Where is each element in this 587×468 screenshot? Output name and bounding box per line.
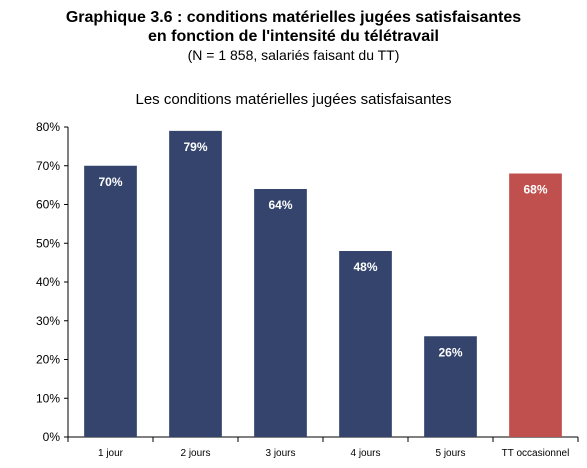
x-category-label: 1 jour xyxy=(98,448,124,459)
x-category-label: TT occasionnel xyxy=(502,448,570,459)
y-tick-label: 40% xyxy=(36,275,60,289)
x-axis: 1 jour 2 jours 3 jours 4 jours 5 jours TT occ… xyxy=(67,436,579,459)
bar-value-label: 70% xyxy=(98,175,122,189)
y-tick-label: 10% xyxy=(36,391,60,405)
x-category-label: 3 jours xyxy=(265,448,295,459)
x-category-label: 2 jours xyxy=(180,448,210,459)
bar xyxy=(84,165,137,437)
bar-value-label: 48% xyxy=(353,260,377,274)
y-tick-label: 70% xyxy=(36,159,60,173)
y-tick-label: 50% xyxy=(36,236,60,250)
bar-value-label: 64% xyxy=(268,198,292,212)
y-tick-label: 0% xyxy=(43,430,61,444)
bar xyxy=(254,189,307,437)
y-tick-label: 30% xyxy=(36,314,60,328)
bar xyxy=(169,130,222,437)
chart-title-line1: Graphique 3.6 : conditions matérielles j… xyxy=(65,9,522,26)
y-tick-label: 80% xyxy=(36,120,60,134)
x-category-label: 5 jours xyxy=(435,448,465,459)
bar xyxy=(509,173,562,437)
chart-sample-note: (N = 1 858, salariés faisant du TT) xyxy=(187,47,400,63)
bars: 70% 79% 64% 48% 26% 68% xyxy=(84,130,562,437)
y-tick-label: 20% xyxy=(36,353,60,367)
bar-value-label: 79% xyxy=(183,140,207,154)
bar-value-label: 68% xyxy=(523,183,547,197)
x-category-label: 4 jours xyxy=(350,448,380,459)
bar xyxy=(424,336,477,437)
y-axis: 0% 10% 20% 30% 40% 50% 60% 70% 80% xyxy=(36,120,69,444)
bar-value-label: 26% xyxy=(438,345,462,359)
chart-subtitle: Les conditions matérielles jugées satisf… xyxy=(135,91,452,108)
y-tick-label: 60% xyxy=(36,198,60,212)
bar xyxy=(339,251,392,437)
chart-title-line2: en fonction de l'intensité du télétravai… xyxy=(148,28,439,45)
chart-header: Graphique 3.6 : conditions matérielles j… xyxy=(0,8,587,64)
